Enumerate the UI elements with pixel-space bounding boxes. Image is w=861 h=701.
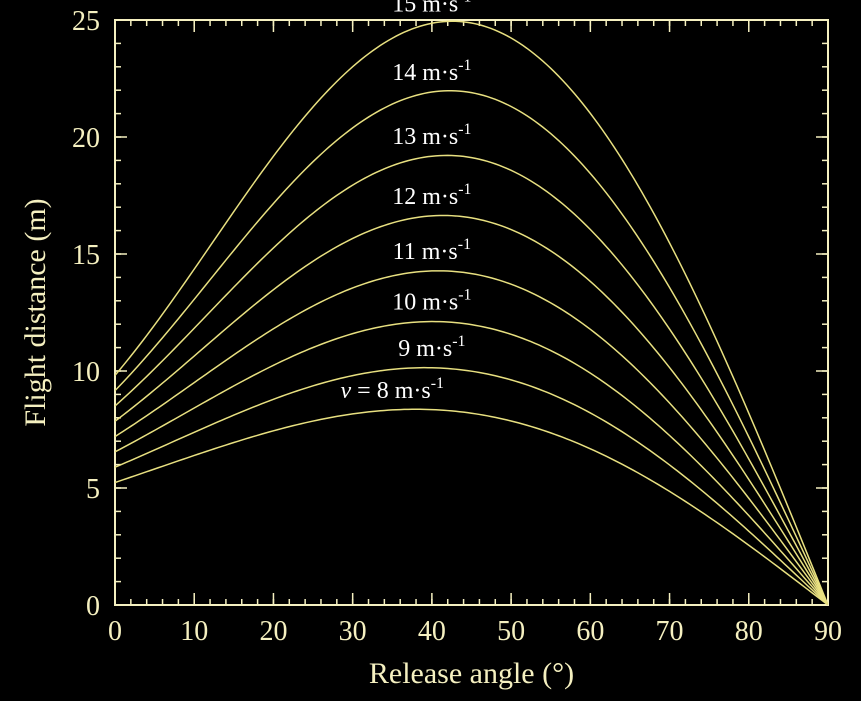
x-tick-label: 80 bbox=[735, 616, 763, 647]
series-label: v = 8 m·s-1 bbox=[341, 375, 445, 404]
y-tick-label: 25 bbox=[72, 6, 100, 37]
chart-container: 0 10 20 30 40 50 60 70 80 90 0 5 10 15 20 25 Release ang… bbox=[0, 0, 861, 701]
x-tick-label: 60 bbox=[576, 616, 604, 647]
y-tick-label: 5 bbox=[86, 474, 100, 505]
x-tick-label: 0 bbox=[108, 616, 122, 647]
x-tick-label: 20 bbox=[259, 616, 287, 647]
y-tick-label: 0 bbox=[86, 591, 100, 622]
x-axis-label: Release angle (°) bbox=[369, 657, 574, 690]
x-tick-label: 50 bbox=[497, 616, 525, 647]
y-axis-label: Flight distance (m) bbox=[19, 198, 52, 426]
x-tick-label: 40 bbox=[418, 616, 446, 647]
x-tick-label: 10 bbox=[180, 616, 208, 647]
y-tick-label: 20 bbox=[72, 123, 100, 154]
x-tick-label: 30 bbox=[339, 616, 367, 647]
x-tick-label: 90 bbox=[814, 616, 842, 647]
y-tick-label: 10 bbox=[72, 357, 100, 388]
x-tick-label: 70 bbox=[656, 616, 684, 647]
y-tick-label: 15 bbox=[72, 240, 100, 271]
flight-distance-chart: 0 10 20 30 40 50 60 70 80 90 0 5 10 15 20 25 Release ang… bbox=[0, 0, 861, 701]
